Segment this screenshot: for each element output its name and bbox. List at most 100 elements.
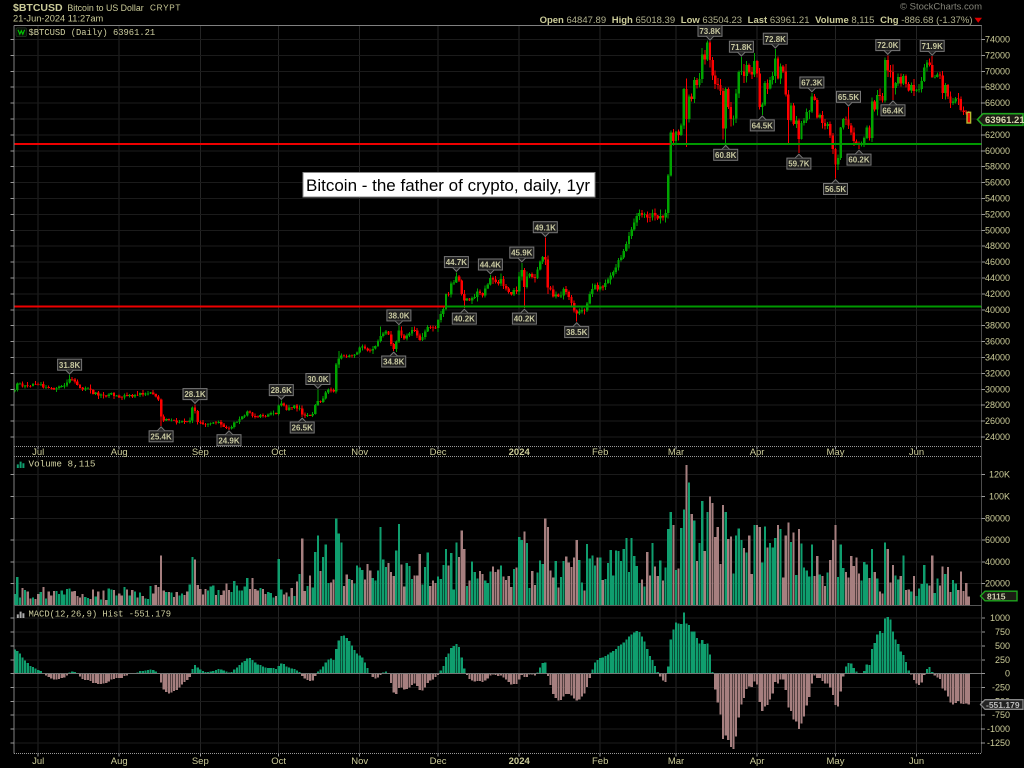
svg-text:58000: 58000 — [985, 162, 1010, 172]
svg-text:24000: 24000 — [985, 432, 1010, 442]
svg-text:60000: 60000 — [985, 535, 1010, 545]
svg-text:59.7K: 59.7K — [788, 160, 810, 169]
svg-text:Dec: Dec — [430, 447, 447, 458]
svg-text:Aug: Aug — [111, 447, 128, 458]
svg-text:Mar: Mar — [668, 447, 684, 458]
svg-text:Bitcoin - the father of crypto: Bitcoin - the father of crypto, daily, 1… — [306, 176, 590, 195]
svg-text:50000: 50000 — [985, 225, 1010, 235]
svg-text:40.2K: 40.2K — [514, 315, 536, 324]
svg-text:72.8K: 72.8K — [765, 35, 787, 44]
svg-text:750: 750 — [995, 627, 1010, 637]
svg-text:30.0K: 30.0K — [307, 375, 329, 384]
svg-text:20000: 20000 — [985, 579, 1010, 589]
svg-text:© StockCharts.com: © StockCharts.com — [900, 2, 982, 13]
svg-text:66.4K: 66.4K — [882, 106, 904, 115]
svg-text:60.8K: 60.8K — [715, 151, 737, 160]
svg-text:72000: 72000 — [985, 50, 1010, 60]
svg-text:$BTCUSD: $BTCUSD — [13, 2, 63, 14]
svg-text:54000: 54000 — [985, 194, 1010, 204]
svg-text:66000: 66000 — [985, 98, 1010, 108]
svg-text:May: May — [827, 756, 845, 767]
svg-text:65.5K: 65.5K — [838, 93, 860, 102]
svg-text:44.7K: 44.7K — [446, 258, 468, 267]
svg-text:63961.21: 63961.21 — [985, 115, 1024, 126]
svg-text:71.9K: 71.9K — [922, 42, 944, 51]
svg-text:40000: 40000 — [985, 305, 1010, 315]
svg-text:68000: 68000 — [985, 82, 1010, 92]
svg-text:26000: 26000 — [985, 416, 1010, 426]
svg-text:2024: 2024 — [509, 756, 531, 767]
svg-text:30000: 30000 — [985, 384, 1010, 394]
svg-text:52000: 52000 — [985, 209, 1010, 219]
svg-text:2024: 2024 — [509, 447, 531, 458]
svg-text:Jun: Jun — [909, 756, 924, 767]
svg-text:34000: 34000 — [985, 353, 1010, 363]
svg-text:Jul: Jul — [32, 756, 44, 767]
svg-text:64.5K: 64.5K — [752, 122, 774, 131]
svg-text:-1250: -1250 — [987, 738, 1010, 748]
svg-text:1000: 1000 — [990, 613, 1010, 623]
svg-text:-1000: -1000 — [987, 724, 1010, 734]
svg-text:73.8K: 73.8K — [699, 27, 721, 36]
svg-text:38000: 38000 — [985, 321, 1010, 331]
svg-text:-750: -750 — [992, 710, 1010, 720]
svg-text:Nov: Nov — [351, 756, 368, 767]
svg-text:28000: 28000 — [985, 400, 1010, 410]
svg-text:100K: 100K — [989, 492, 1010, 502]
svg-text:Feb: Feb — [592, 447, 608, 458]
svg-text:May: May — [827, 447, 845, 458]
svg-text:32000: 32000 — [985, 368, 1010, 378]
svg-text:$BTCUSD (Daily) 63961.21: $BTCUSD (Daily) 63961.21 — [29, 28, 156, 38]
svg-text:60.2K: 60.2K — [848, 156, 870, 165]
svg-text:-551.179: -551.179 — [986, 700, 1020, 710]
svg-text:56.5K: 56.5K — [825, 185, 847, 194]
svg-text:24.9K: 24.9K — [218, 436, 240, 445]
svg-text:Volume 8,115: Volume 8,115 — [29, 459, 96, 470]
svg-text:74000: 74000 — [985, 35, 1010, 45]
svg-text:40.2K: 40.2K — [454, 315, 476, 324]
svg-text:28.6K: 28.6K — [271, 386, 293, 395]
svg-text:45.9K: 45.9K — [511, 249, 533, 258]
svg-text:56000: 56000 — [985, 178, 1010, 188]
svg-text:38.0K: 38.0K — [388, 312, 410, 321]
svg-text:62000: 62000 — [985, 130, 1010, 140]
svg-text:44.4K: 44.4K — [480, 261, 502, 270]
svg-text:70000: 70000 — [985, 66, 1010, 76]
svg-text:Oct: Oct — [271, 447, 286, 458]
svg-text:500: 500 — [995, 641, 1010, 651]
svg-text:60000: 60000 — [985, 146, 1010, 156]
svg-text:MACD(12,26,9) Hist -551.179: MACD(12,26,9) Hist -551.179 — [29, 610, 172, 620]
svg-text:Bitcoin to US Dollar: Bitcoin to US Dollar — [67, 3, 143, 13]
svg-text:46000: 46000 — [985, 257, 1010, 267]
svg-text:Oct: Oct — [271, 756, 286, 767]
svg-text:Jun: Jun — [909, 447, 924, 458]
svg-text:Open 64847.89 High 65018.39 Lo: Open 64847.89 High 65018.39 Low 63504.23… — [540, 15, 973, 26]
svg-text:0: 0 — [1005, 669, 1010, 679]
svg-text:Mar: Mar — [668, 756, 684, 767]
svg-text:Dec: Dec — [430, 756, 447, 767]
svg-text:48000: 48000 — [985, 241, 1010, 251]
svg-text:Nov: Nov — [351, 447, 368, 458]
svg-text:42000: 42000 — [985, 289, 1010, 299]
svg-text:Feb: Feb — [592, 756, 608, 767]
svg-text:44000: 44000 — [985, 273, 1010, 283]
svg-text:71.8K: 71.8K — [731, 43, 753, 52]
svg-text:Aug: Aug — [111, 756, 128, 767]
svg-text:25.4K: 25.4K — [150, 432, 172, 441]
svg-text:120K: 120K — [989, 470, 1010, 480]
svg-text:250: 250 — [995, 655, 1010, 665]
svg-text:49.1K: 49.1K — [535, 223, 557, 232]
svg-text:Sep: Sep — [192, 447, 209, 458]
svg-text:67.3K: 67.3K — [801, 79, 823, 88]
svg-text:31.8K: 31.8K — [59, 361, 81, 370]
svg-text:Sep: Sep — [192, 756, 209, 767]
svg-text:Jul: Jul — [32, 447, 44, 458]
svg-text:36000: 36000 — [985, 337, 1010, 347]
svg-text:40000: 40000 — [985, 557, 1010, 567]
svg-text:80000: 80000 — [985, 513, 1010, 523]
svg-text:26.5K: 26.5K — [292, 424, 314, 433]
svg-text:28.1K: 28.1K — [184, 390, 206, 399]
svg-text:Apr: Apr — [750, 756, 765, 767]
svg-text:-250: -250 — [992, 683, 1010, 693]
svg-text:72.0K: 72.0K — [877, 41, 899, 50]
